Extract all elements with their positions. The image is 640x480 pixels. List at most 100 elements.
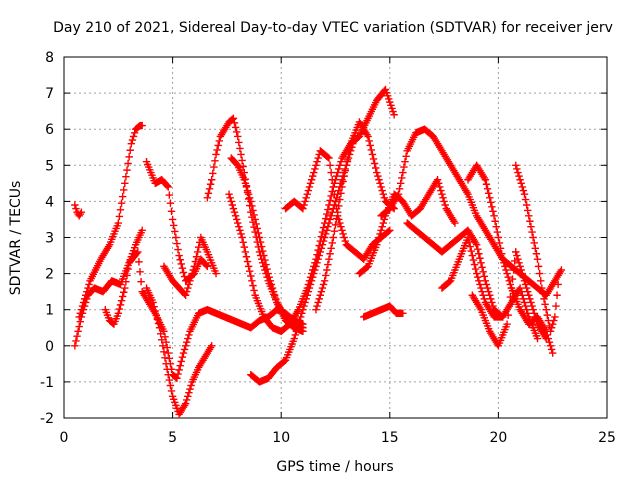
data-point-arc19 (456, 252, 465, 261)
data-point-arc11 (288, 340, 296, 348)
data-point-arc7 (186, 277, 194, 285)
data-point-arc9 (247, 197, 255, 206)
data-point-arc23 (520, 277, 529, 285)
data-point-arc3 (111, 227, 119, 235)
data-point-arc22 (534, 262, 543, 271)
data-point-arc14 (373, 168, 381, 177)
data-point-arc12 (310, 168, 318, 177)
data-point-arc21 (482, 319, 491, 327)
data-point-arc14 (322, 271, 330, 280)
data-point-arc11 (285, 348, 293, 356)
data-point-arc17 (400, 163, 408, 171)
data-point-arc19 (517, 287, 525, 296)
data-point-arc14 (326, 250, 334, 258)
data-point-arc22 (518, 183, 526, 191)
data-point-arc9 (269, 287, 278, 296)
data-point-arc21 (506, 293, 515, 301)
data-point-arc13 (311, 259, 319, 267)
data-point-arc11 (297, 313, 305, 321)
data-markers (71, 85, 566, 419)
y-tick-label: 7 (45, 86, 54, 102)
data-point-arc23 (517, 266, 525, 274)
data-point-arc14 (348, 137, 356, 145)
data-point-arc19 (472, 269, 481, 278)
data-point-arc12 (302, 194, 310, 202)
data-point-arc14 (314, 298, 322, 307)
data-point-arc23 (529, 306, 537, 314)
data-point-arc21 (503, 320, 511, 328)
data-point-arc4 (117, 296, 126, 305)
data-point-arc9 (299, 327, 307, 336)
data-point-arc18 (481, 277, 490, 285)
data-point-arc6 (155, 324, 164, 332)
data-point-arc6 (150, 302, 158, 311)
data-point-arc19 (464, 233, 472, 242)
data-point-arc3 (112, 224, 120, 233)
data-point-arc3 (115, 212, 124, 221)
data-point-arc12 (340, 233, 348, 242)
data-point-arc18 (486, 291, 494, 299)
data-point-arc8 (239, 162, 247, 171)
data-point-arc14 (351, 129, 359, 137)
x-tick-label: 15 (381, 430, 399, 446)
data-point-arc20 (484, 189, 493, 197)
data-point-arc8 (229, 114, 238, 123)
data-point-arc19 (466, 242, 474, 251)
data-point-arc3 (80, 295, 89, 303)
data-point-arc6 (207, 342, 216, 350)
data-point-arc4 (126, 256, 134, 264)
data-point-arc3 (110, 230, 118, 238)
data-point-arc9 (249, 206, 257, 215)
data-point-arc21 (477, 306, 485, 314)
data-point-arc22 (555, 269, 563, 278)
data-point-arc3 (82, 291, 90, 299)
data-point-arc19 (448, 274, 456, 282)
data-point-arc10 (234, 219, 242, 227)
data-point-arc23 (521, 280, 530, 289)
data-point-arc22 (521, 195, 530, 204)
data-point-arc14 (337, 189, 345, 197)
data-point-arc14 (343, 156, 352, 164)
data-point-arc22 (538, 284, 546, 292)
data-point-arc2 (74, 327, 82, 336)
data-point-arc22 (546, 327, 555, 336)
data-point-arc18 (475, 250, 483, 258)
data-point-arc23 (532, 316, 541, 325)
data-point-arc23 (512, 248, 520, 256)
data-point-arc19 (459, 244, 468, 253)
data-point-arc20 (547, 345, 556, 354)
data-point-arc10 (232, 215, 241, 224)
data-point-arc12 (385, 227, 393, 235)
data-point-arc13 (310, 262, 318, 271)
data-point-arc20 (482, 180, 491, 188)
data-point-arc7 (184, 284, 192, 292)
data-point-arc21 (480, 314, 488, 322)
data-point-arc13 (319, 223, 328, 232)
data-point-arc15 (379, 219, 387, 227)
data-point-arc13 (382, 88, 391, 97)
data-point-arc10 (237, 230, 245, 238)
data-point-arc9 (250, 211, 258, 219)
data-point-arc22 (542, 306, 550, 314)
data-point-arc7 (192, 253, 201, 261)
data-point-arc19 (518, 291, 526, 299)
data-point-arc4 (130, 244, 139, 252)
data-point-arc11 (293, 324, 302, 332)
data-point-arc4 (125, 259, 133, 267)
data-point-arc20 (487, 198, 495, 207)
data-point-arc17 (396, 179, 405, 188)
data-point-arc17 (398, 174, 406, 182)
data-point-arc15 (441, 201, 449, 209)
data-point-arc19 (449, 271, 457, 280)
data-point-arc8 (204, 189, 213, 197)
data-point-arc12 (308, 172, 317, 180)
data-point-arc9 (264, 269, 272, 278)
data-point-arc20 (500, 259, 508, 267)
data-point-arc12 (307, 176, 316, 184)
data-point-arc20 (503, 269, 511, 278)
data-point-arc12 (314, 154, 322, 162)
data-point-arc13 (326, 196, 334, 205)
data-point-arc11 (286, 345, 294, 354)
data-point-arc13 (387, 101, 395, 109)
data-point-arc7 (206, 256, 215, 264)
